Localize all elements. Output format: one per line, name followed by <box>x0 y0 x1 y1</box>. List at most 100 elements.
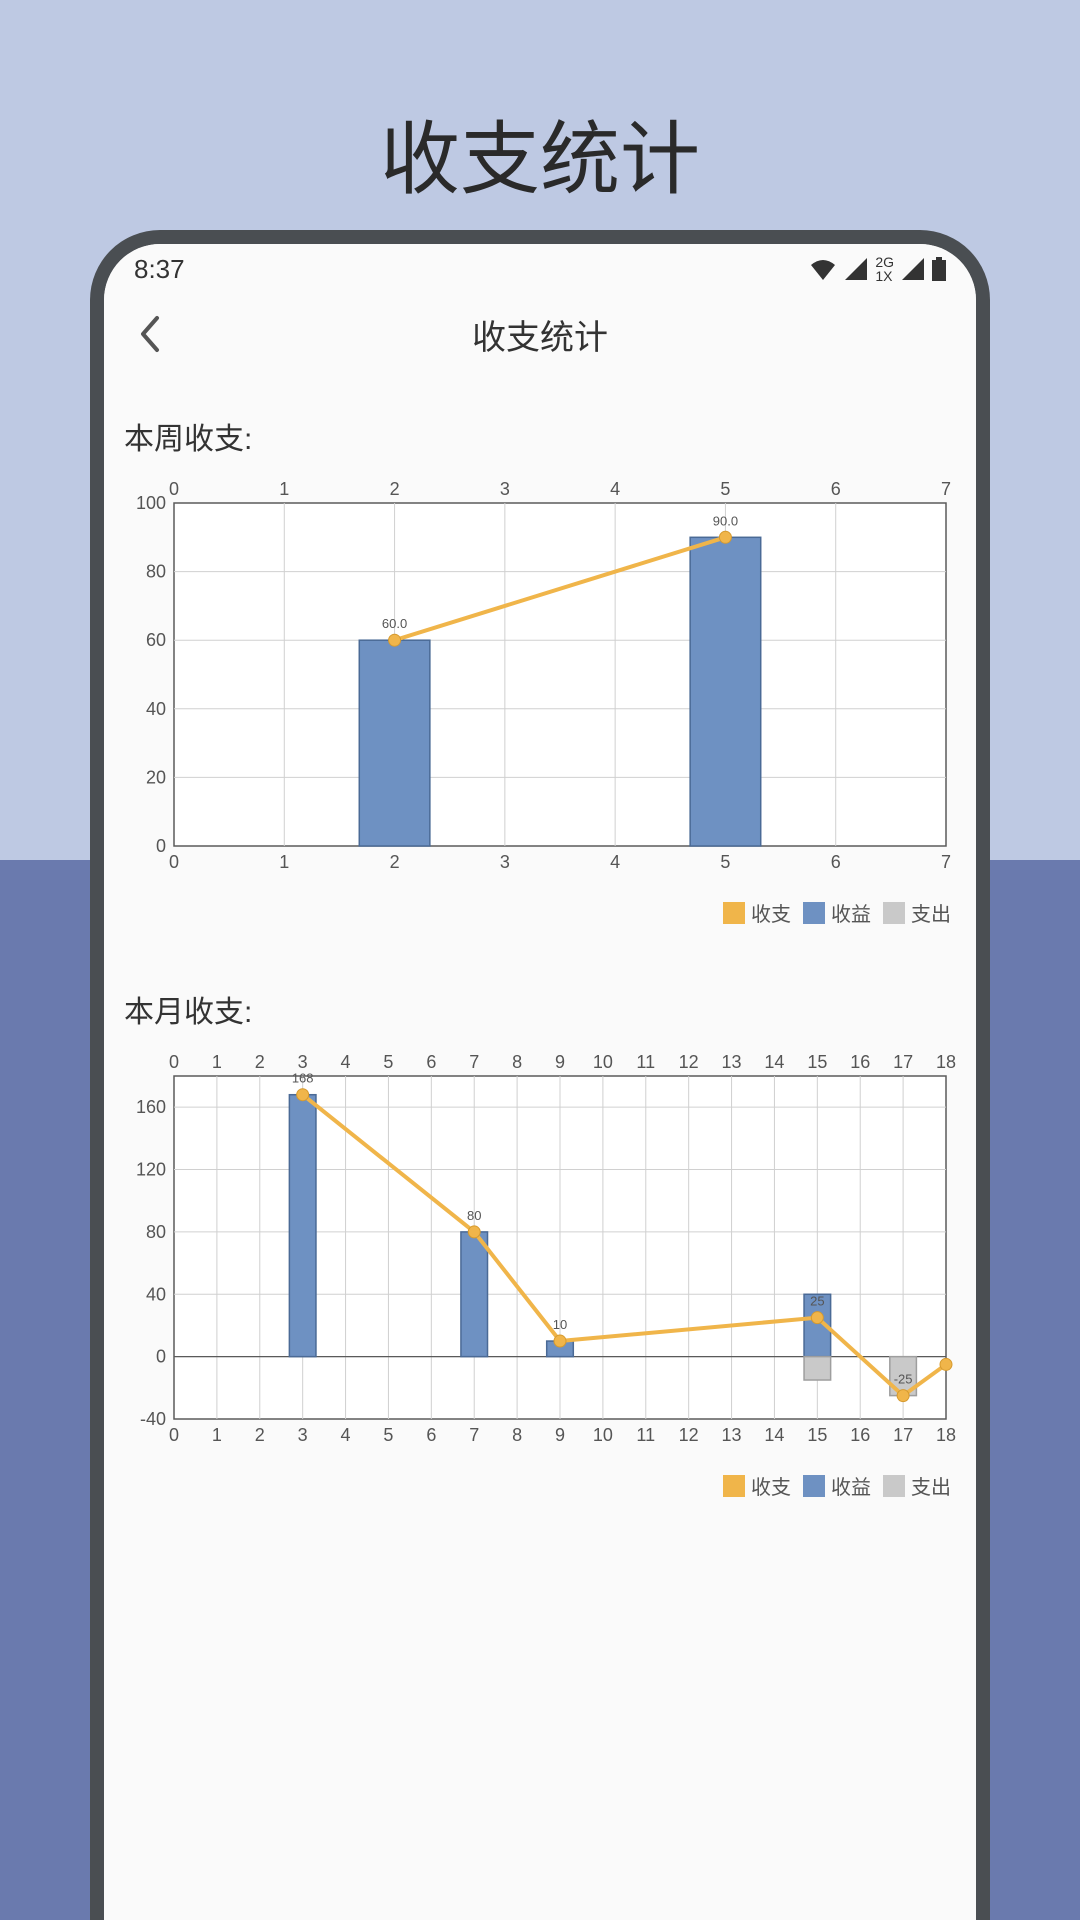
monthly-legend: 收支 收益 支出 <box>104 1469 976 1500</box>
network-label-2g: 2G <box>875 255 894 269</box>
svg-text:2: 2 <box>255 1052 265 1072</box>
svg-text:5: 5 <box>720 479 730 499</box>
legend-label: 支出 <box>911 1471 951 1500</box>
weekly-chart: 001122334455667702040608010060.090.0 <box>124 473 956 876</box>
legend-item: 收支 <box>723 898 791 927</box>
svg-text:12: 12 <box>679 1425 699 1445</box>
battery-icon <box>932 257 946 281</box>
svg-text:13: 13 <box>722 1052 742 1072</box>
legend-item: 支出 <box>883 1471 951 1500</box>
svg-text:4: 4 <box>610 479 620 499</box>
svg-text:3: 3 <box>298 1425 308 1445</box>
svg-text:6: 6 <box>426 1425 436 1445</box>
svg-text:4: 4 <box>610 852 620 872</box>
wifi-icon <box>809 258 837 280</box>
svg-text:100: 100 <box>136 493 166 513</box>
app-header: 收支统计 <box>104 294 976 374</box>
svg-text:14: 14 <box>764 1425 784 1445</box>
page-title: 收支统计 <box>0 95 1080 211</box>
svg-text:0: 0 <box>169 1425 179 1445</box>
legend-item: 收益 <box>803 898 871 927</box>
svg-text:6: 6 <box>831 479 841 499</box>
svg-text:7: 7 <box>941 479 951 499</box>
svg-text:4: 4 <box>341 1425 351 1445</box>
legend-swatch <box>883 1475 905 1497</box>
svg-text:4: 4 <box>341 1052 351 1072</box>
svg-text:5: 5 <box>720 852 730 872</box>
chevron-left-icon <box>137 314 161 354</box>
svg-text:80: 80 <box>146 562 166 582</box>
svg-text:17: 17 <box>893 1425 913 1445</box>
svg-text:0: 0 <box>169 852 179 872</box>
weekly-legend: 收支收益 支出 <box>104 896 976 927</box>
svg-text:1: 1 <box>212 1425 222 1445</box>
svg-text:16: 16 <box>850 1425 870 1445</box>
legend-swatch <box>723 902 745 924</box>
svg-text:5: 5 <box>383 1425 393 1445</box>
svg-text:120: 120 <box>136 1160 166 1180</box>
svg-text:11: 11 <box>636 1425 655 1445</box>
svg-text:9: 9 <box>555 1425 565 1445</box>
svg-text:1: 1 <box>212 1052 222 1072</box>
legend-swatch <box>803 1475 825 1497</box>
legend-label: 收益 <box>831 1471 871 1500</box>
svg-text:8: 8 <box>512 1052 522 1072</box>
svg-text:13: 13 <box>722 1425 742 1445</box>
legend-swatch <box>883 902 905 924</box>
svg-text:60.0: 60.0 <box>382 616 407 631</box>
app-title: 收支统计 <box>174 310 906 359</box>
network-label: 2G 1X <box>875 255 894 283</box>
svg-text:20: 20 <box>146 767 166 787</box>
svg-text:3: 3 <box>500 852 510 872</box>
legend-item: 收支 <box>723 1471 791 1500</box>
signal-icon-2 <box>902 258 924 280</box>
svg-text:6: 6 <box>831 852 841 872</box>
svg-text:40: 40 <box>146 699 166 719</box>
legend-label: 收支 <box>751 898 791 927</box>
svg-text:5: 5 <box>383 1052 393 1072</box>
svg-text:-40: -40 <box>140 1409 166 1429</box>
svg-text:18: 18 <box>936 1425 956 1445</box>
weekly-chart-wrap: 001122334455667702040608010060.090.0 <box>104 468 976 896</box>
svg-text:60: 60 <box>146 630 166 650</box>
svg-text:6: 6 <box>426 1052 436 1072</box>
svg-text:7: 7 <box>941 852 951 872</box>
svg-text:10: 10 <box>553 1317 567 1332</box>
legend-label: 支出 <box>911 898 951 927</box>
legend-swatch <box>723 1475 745 1497</box>
monthly-section-label: 本月收支: <box>104 967 976 1041</box>
svg-text:2: 2 <box>390 479 400 499</box>
legend-item: 支出 <box>883 898 951 927</box>
phone-screen: 8:37 2G 1X 收支统计 本周收支: 00112233445566770 <box>104 244 976 1920</box>
svg-text:90.0: 90.0 <box>713 513 738 528</box>
svg-text:0: 0 <box>169 479 179 499</box>
status-time: 8:37 <box>134 254 185 285</box>
status-icons: 2G 1X <box>809 255 946 283</box>
weekly-section-label: 本周收支: <box>104 394 976 468</box>
svg-text:7: 7 <box>469 1052 479 1072</box>
svg-text:0: 0 <box>169 1052 179 1072</box>
phone-frame: 8:37 2G 1X 收支统计 本周收支: 00112233445566770 <box>90 230 990 1920</box>
svg-text:10: 10 <box>593 1425 613 1445</box>
status-bar: 8:37 2G 1X <box>104 244 976 294</box>
svg-text:1: 1 <box>279 479 289 499</box>
legend-swatch <box>803 902 825 924</box>
monthly-chart: 0011223344556677889910101111121213131414… <box>124 1046 956 1449</box>
legend-item: 收益 <box>803 1471 871 1500</box>
svg-text:1: 1 <box>279 852 289 872</box>
svg-text:17: 17 <box>893 1052 913 1072</box>
network-label-1x: 1X <box>875 269 894 283</box>
svg-text:14: 14 <box>764 1052 784 1072</box>
svg-text:80: 80 <box>146 1222 166 1242</box>
svg-text:7: 7 <box>469 1425 479 1445</box>
svg-text:16: 16 <box>850 1052 870 1072</box>
signal-icon <box>845 258 867 280</box>
scroll-content[interactable]: 本周收支: 001122334455667702040608010060.090… <box>104 374 976 1500</box>
svg-text:3: 3 <box>500 479 510 499</box>
svg-text:160: 160 <box>136 1097 166 1117</box>
svg-text:8: 8 <box>512 1425 522 1445</box>
back-button[interactable] <box>124 309 174 359</box>
svg-text:-25: -25 <box>894 1372 913 1387</box>
svg-text:2: 2 <box>390 852 400 872</box>
svg-text:0: 0 <box>156 836 166 856</box>
